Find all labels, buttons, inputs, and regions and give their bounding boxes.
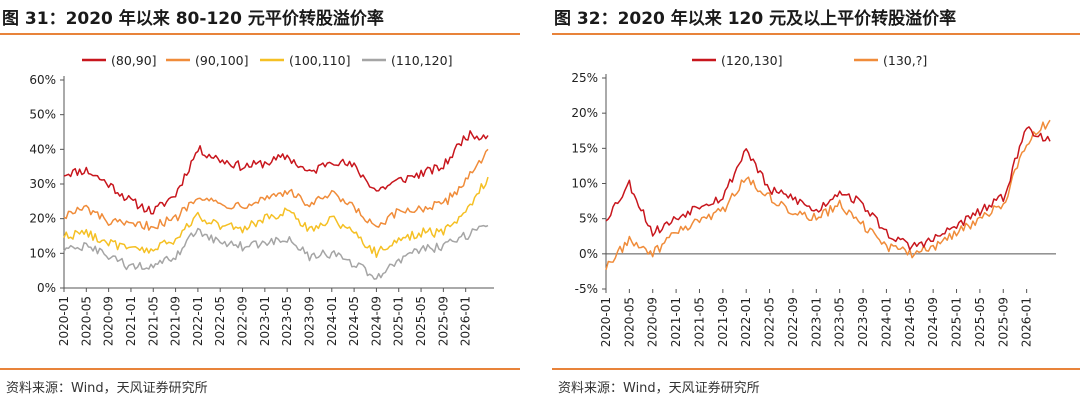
- right-panel: 图 32：2020 年以来 120 元及以上平价转股溢价率 -5% 0% 5% 10%…: [552, 0, 1080, 405]
- x-tick-label: 2022-05: [763, 297, 777, 347]
- y-tick-label: 5%: [579, 212, 598, 226]
- series-line: [63, 130, 489, 215]
- y-tick-label: 0%: [579, 247, 598, 261]
- y-tick-label: 40%: [29, 142, 56, 156]
- y-tick-label: 20%: [29, 212, 56, 226]
- x-tick-label: 2024-05: [903, 297, 917, 347]
- legend-label: (100,110]: [289, 53, 350, 68]
- x-tick-label: 2022-09: [236, 296, 250, 346]
- chart-left: 0% 10% 20% 30% 40% 50% 60% 2020-01 2020-05 2020-0…: [29, 53, 494, 346]
- x-tick-label: 2021-09: [716, 297, 730, 347]
- legend-label: (130,?]: [883, 53, 927, 68]
- x-tick-label: 2021-01: [669, 297, 683, 347]
- y-tick-label: 30%: [29, 177, 56, 191]
- chart-title-left: 图 31：2020 年以来 80-120 元平价转股溢价率: [2, 9, 384, 29]
- series-line: [63, 224, 489, 280]
- x-tick-label: 2025-09: [996, 297, 1010, 347]
- legend-label: (110,120]: [391, 53, 452, 68]
- x-tick-label: 2025-01: [392, 296, 406, 346]
- source-note-right: 资料来源：Wind，天风证券研究所: [558, 381, 760, 396]
- x-tick-label: 2022-05: [213, 296, 227, 346]
- y-tick-label: 50%: [29, 108, 56, 122]
- legend-label: (90,100]: [195, 53, 249, 68]
- x-tick-label: 2020-01: [57, 296, 71, 346]
- y-tick-label: 20%: [571, 106, 598, 120]
- x-tick-label: 2023-05: [833, 297, 847, 347]
- x-tick-label: 2020-05: [79, 296, 93, 346]
- x-tick-label: 2023-01: [258, 296, 272, 346]
- y-tick-label: 0%: [37, 281, 56, 295]
- x-tick-label: 2022-01: [191, 296, 205, 346]
- x-tick-label: 2020-05: [622, 297, 636, 347]
- x-tick-label: 2021-05: [692, 297, 706, 347]
- y-tick-label: 15%: [571, 141, 598, 155]
- y-tick-label: 10%: [571, 177, 598, 191]
- x-tick-label: 2021-09: [169, 296, 183, 346]
- x-tick-label: 2025-09: [436, 296, 450, 346]
- x-tick-label: 2024-09: [926, 297, 940, 347]
- x-tick-label: 2020-09: [102, 296, 116, 346]
- x-tick-label: 2026-01: [1020, 297, 1034, 347]
- x-tick-label: 2021-01: [124, 296, 138, 346]
- x-tick-label: 2024-01: [879, 297, 893, 347]
- x-tick-label: 2023-01: [809, 297, 823, 347]
- x-tick-label: 2022-01: [739, 297, 753, 347]
- title-rule-left: [0, 33, 520, 35]
- source-note-left: 资料来源：Wind，天风证券研究所: [6, 381, 208, 396]
- chart-right: -5% 0% 5% 10% 15% 20% 25% 2020-01 2020-05 2020-09…: [571, 53, 1056, 347]
- x-tick-label: 2020-01: [599, 297, 613, 347]
- legend-label: (120,130]: [721, 53, 782, 68]
- series-line: [63, 176, 489, 258]
- x-tick-label: 2022-09: [786, 297, 800, 347]
- series-line: [63, 148, 489, 231]
- title-rule-right: [552, 33, 1080, 35]
- x-tick-label: 2023-09: [302, 296, 316, 346]
- x-tick-label: 2024-09: [369, 296, 383, 346]
- y-tick-label: -5%: [575, 282, 598, 296]
- series-line: [605, 126, 1051, 251]
- left-panel: 图 31：2020 年以来 80-120 元平价转股溢价率 0% 10% 20% 30…: [0, 0, 520, 405]
- x-tick-label: 2023-09: [856, 297, 870, 347]
- x-tick-label: 2024-05: [347, 296, 361, 346]
- x-tick-label: 2021-05: [146, 296, 160, 346]
- x-tick-label: 2025-05: [973, 297, 987, 347]
- x-tick-label: 2020-09: [646, 297, 660, 347]
- chart-title-right: 图 32：2020 年以来 120 元及以上平价转股溢价率: [554, 9, 957, 29]
- source-rule-left: [0, 368, 520, 370]
- series-line: [605, 119, 1051, 271]
- x-tick-label: 2025-05: [414, 296, 428, 346]
- x-tick-label: 2026-01: [459, 296, 473, 346]
- x-tick-label: 2023-05: [280, 296, 294, 346]
- y-tick-label: 25%: [571, 71, 598, 85]
- legend-label: (80,90]: [111, 53, 157, 68]
- source-rule-right: [552, 368, 1080, 370]
- y-tick-label: 60%: [29, 73, 56, 87]
- y-tick-label: 10%: [29, 246, 56, 260]
- x-tick-label: 2024-01: [325, 296, 339, 346]
- x-tick-label: 2025-01: [950, 297, 964, 347]
